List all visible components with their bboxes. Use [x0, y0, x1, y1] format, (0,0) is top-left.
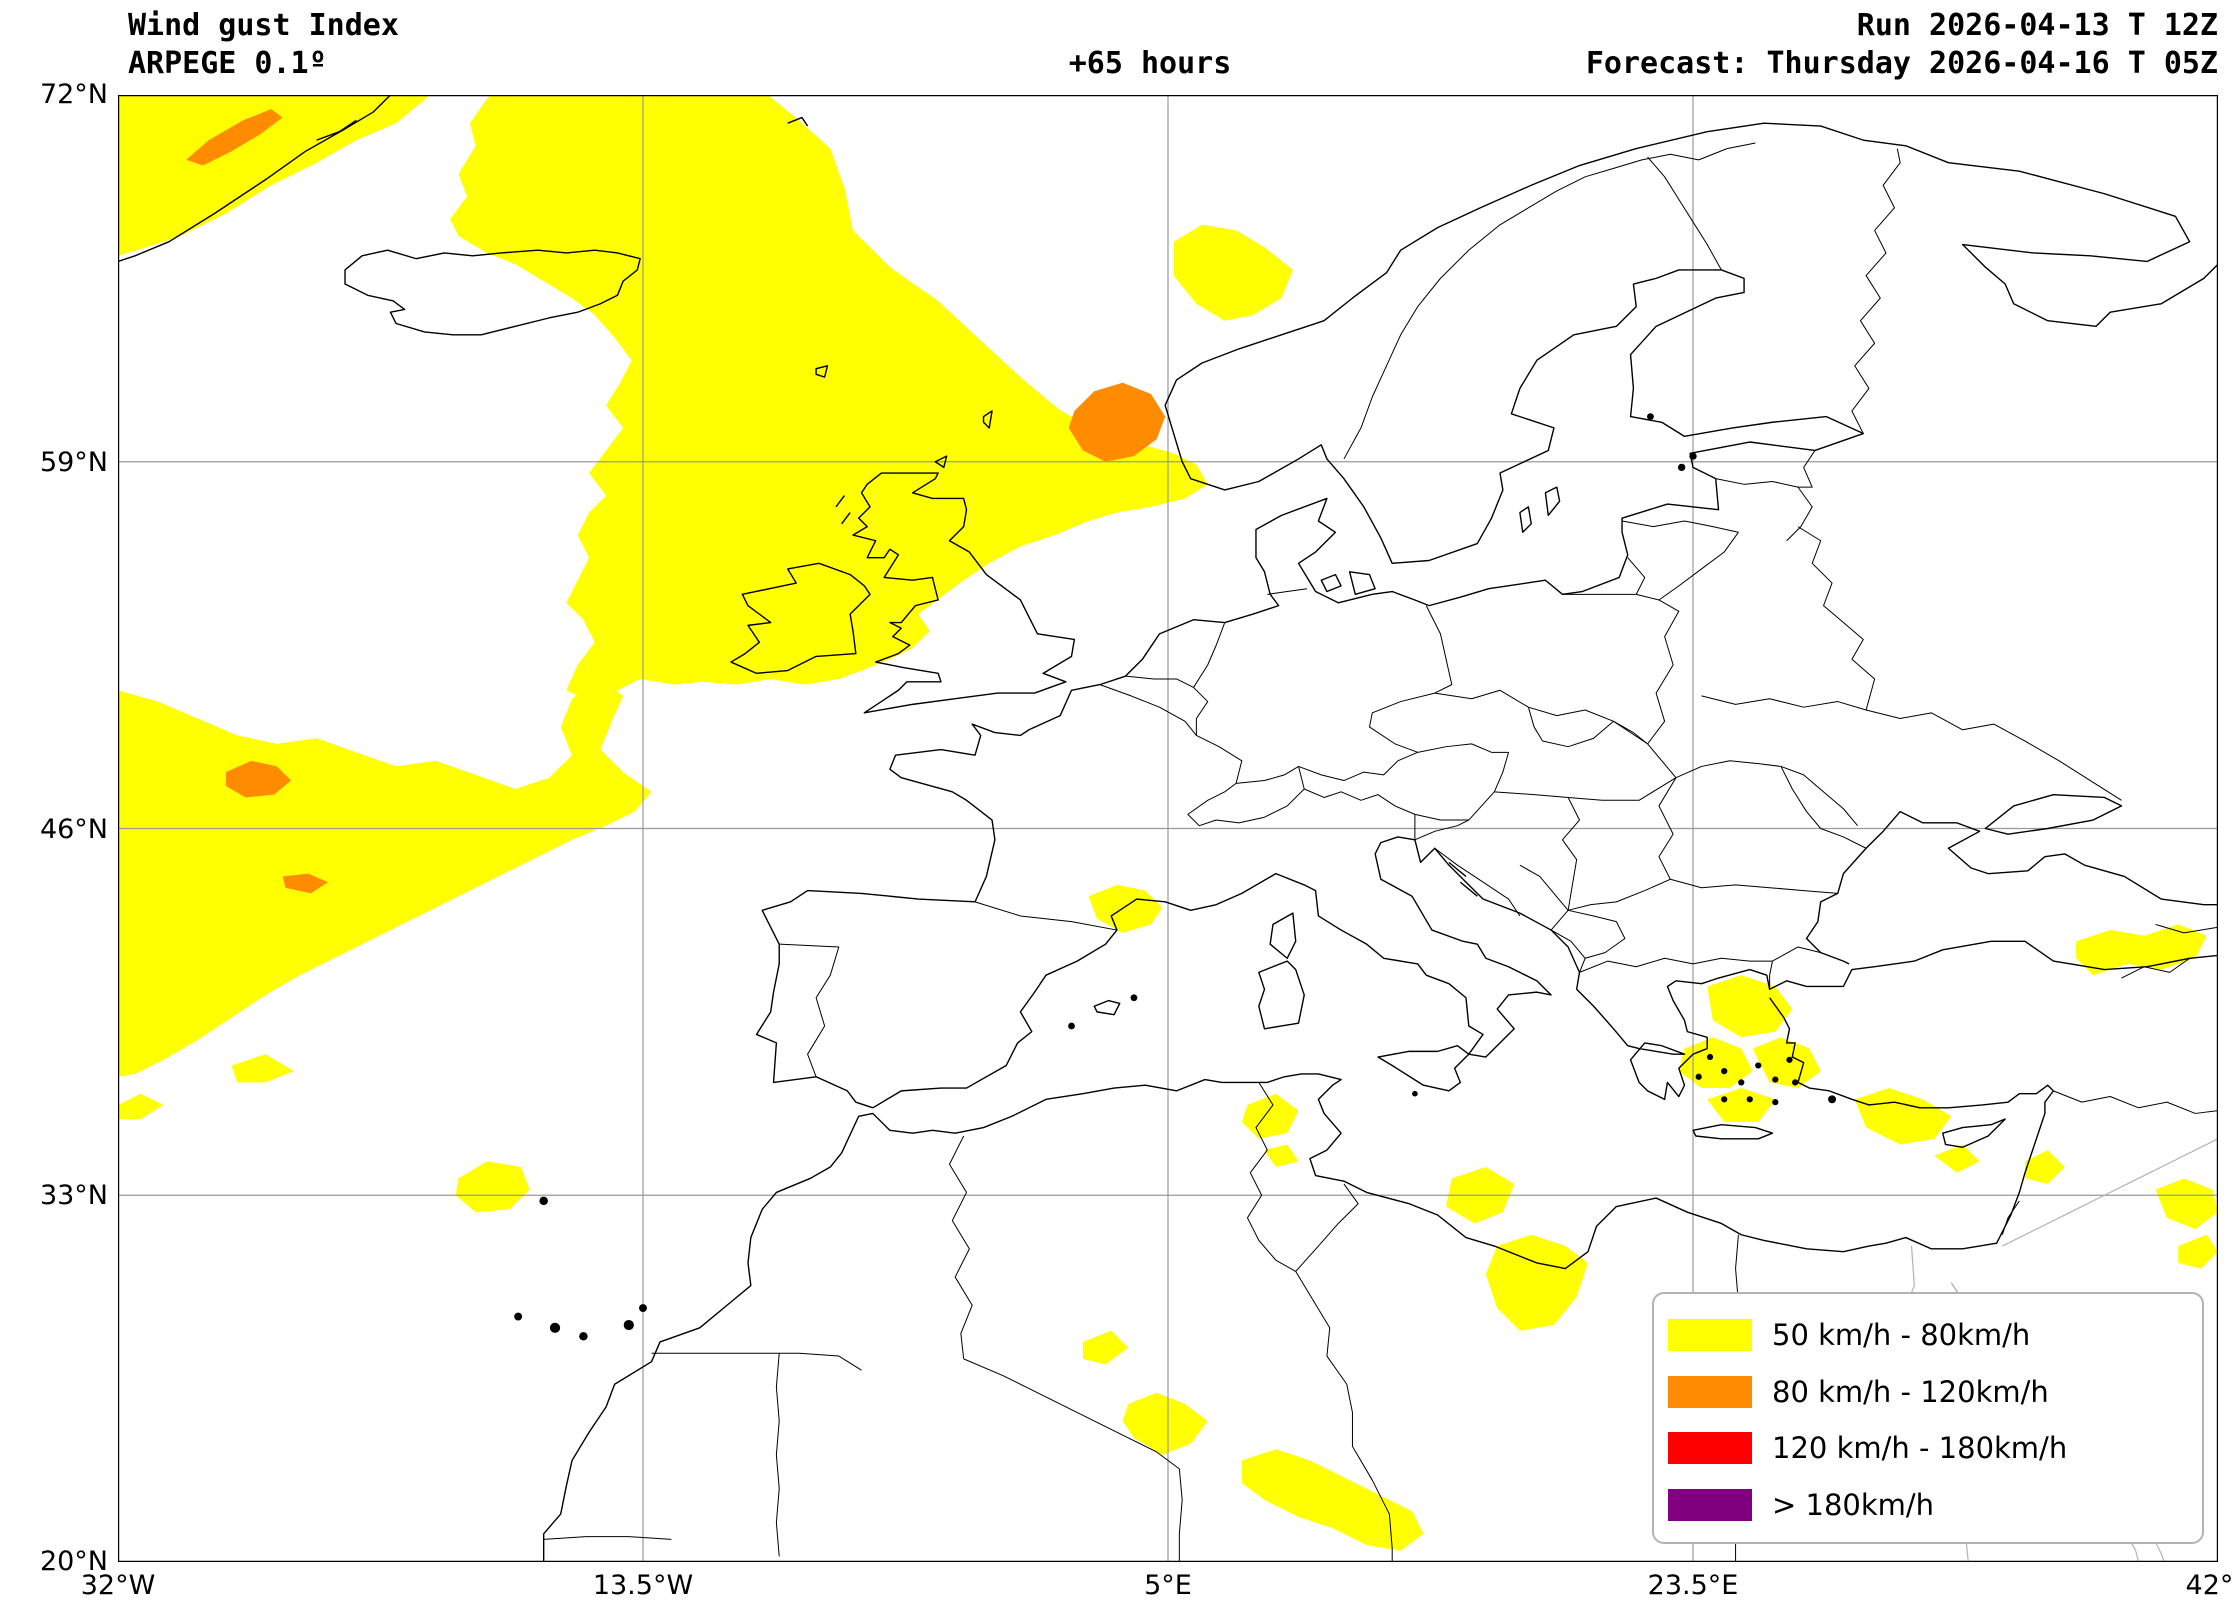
y-tick-59n: 59°N [39, 447, 108, 478]
country-borders-layer [544, 143, 2218, 1562]
wind-gust-80-120-layer [186, 109, 1166, 894]
legend-label-80-120: 80 km/h - 120km/h [1772, 1374, 2049, 1409]
legend-swatch-gt-180 [1668, 1488, 1752, 1521]
weather-map-canvas [118, 95, 2218, 1562]
x-tick-23-5e: 23.5°E [1647, 1570, 1739, 1601]
x-tick-42e: 42°E [2185, 1570, 2233, 1601]
legend-swatch-120-180-icon [1668, 1432, 1752, 1465]
x-tick-32w: 32°W [80, 1570, 156, 1601]
lead-time-label: +65 hours [1068, 46, 1232, 81]
legend-swatch-80-120-icon [1668, 1375, 1752, 1408]
legend-label-50-80: 50 km/h - 80km/h [1772, 1318, 2031, 1352]
y-tick-46n: 46°N [39, 814, 108, 845]
forecast-label: Forecast: Thursday 2026-04-16 T 05Z [1585, 46, 2218, 81]
legend-item-50-80: 50 km/h - 80km/h [1668, 1308, 2194, 1362]
graticule-layer [118, 95, 2218, 1562]
y-tick-33n: 33°N [39, 1180, 108, 1211]
legend: 50 km/h - 80km/h 80 km/h - 120km/h 120 k… [1652, 1292, 2204, 1544]
legend-swatch-50-80-icon [1668, 1319, 1752, 1351]
legend-swatch-120-180 [1668, 1432, 1752, 1465]
legend-label-gt-180: > 180km/h [1772, 1487, 1935, 1522]
map-title: Wind gust Index [128, 8, 399, 43]
x-tick-13-5w: 13.5°W [592, 1570, 694, 1601]
run-label: Run 2026-04-13 T 12Z [1856, 8, 2218, 43]
wind-gust-50-80-layer [118, 95, 2218, 1551]
small-islands-layer [514, 413, 1837, 1341]
legend-item-80-120: 80 km/h - 120km/h [1668, 1365, 2194, 1419]
model-label: ARPEGE 0.1º [128, 46, 327, 81]
legend-swatch-80-120 [1668, 1375, 1752, 1408]
coastlines-layer [118, 95, 2218, 1562]
legend-swatch-50-80 [1668, 1319, 1752, 1351]
y-tick-72n: 72°N [39, 79, 108, 110]
legend-item-gt-180: > 180km/h [1668, 1478, 2194, 1532]
y-tick-20n: 20°N [39, 1546, 108, 1577]
legend-swatch-gt-180-icon [1668, 1488, 1752, 1521]
legend-item-120-180: 120 km/h - 180km/h [1668, 1421, 2194, 1475]
legend-label-120-180: 120 km/h - 180km/h [1772, 1431, 2068, 1466]
x-tick-5e: 5°E [1144, 1570, 1192, 1601]
